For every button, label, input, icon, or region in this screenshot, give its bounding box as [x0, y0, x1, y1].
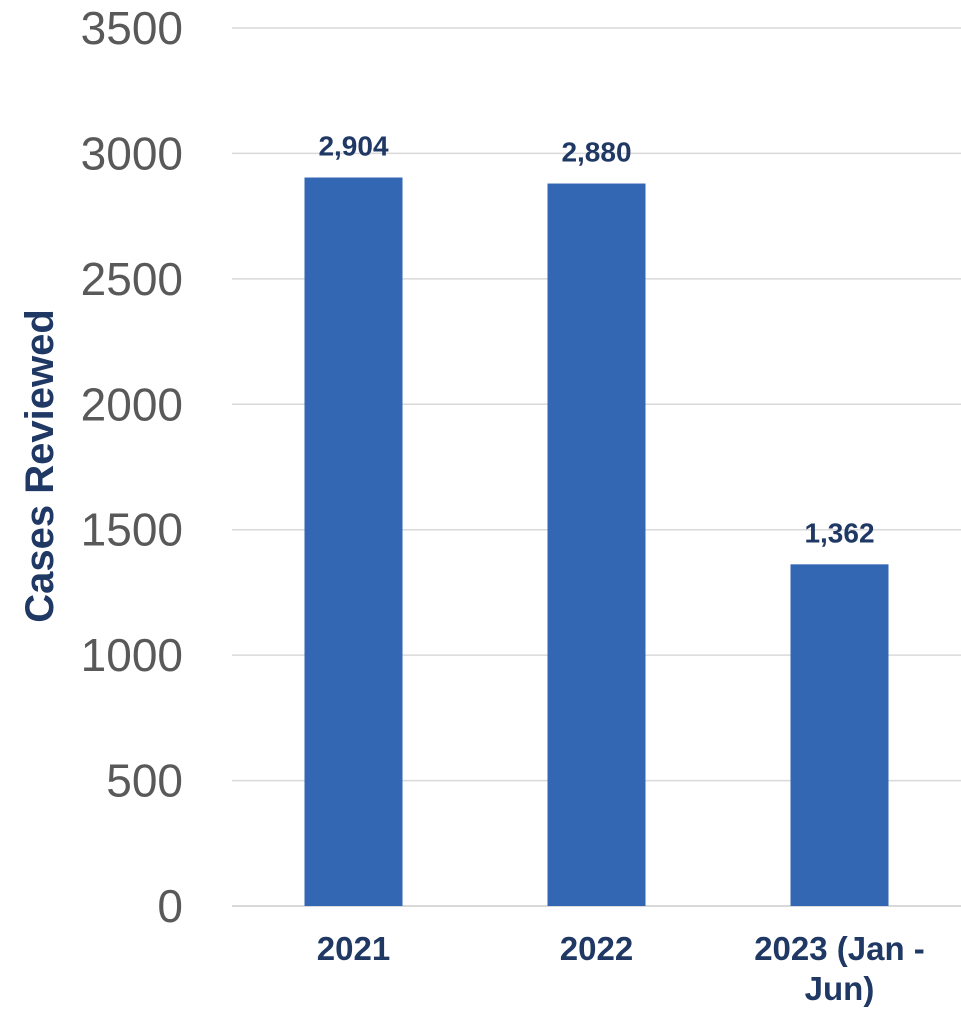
x-tick-label: 2021 — [317, 930, 390, 967]
y-tick-label: 1500 — [81, 504, 183, 556]
data-label: 2,880 — [561, 137, 631, 168]
bar-3 — [790, 564, 889, 906]
y-axis-label: Cases Reviewed — [18, 309, 62, 623]
y-tick-label: 500 — [106, 755, 183, 807]
data-labels: 2,904 2,880 1,362 — [318, 131, 874, 549]
y-tick-label: 2500 — [81, 253, 183, 305]
bars — [304, 177, 889, 906]
x-tick-label-line: 2023 (Jan - — [754, 930, 925, 967]
data-label: 2,904 — [318, 131, 388, 162]
x-tick-label-line: 2021 — [317, 930, 390, 967]
bar-1 — [304, 177, 403, 906]
y-tick-label: 1000 — [81, 629, 183, 681]
y-tick-label: 3500 — [81, 2, 183, 54]
x-axis-ticks: 2021 2022 2023 (Jan -Jun) — [317, 930, 925, 1007]
y-tick-label: 3000 — [81, 127, 183, 179]
y-tick-label: 2000 — [81, 378, 183, 430]
bar-2 — [547, 183, 646, 906]
x-tick-label: 2022 — [560, 930, 633, 967]
x-tick-label-line: Jun) — [805, 970, 875, 1007]
y-axis-ticks: 0 500 1000 1500 2000 2500 3000 3500 — [81, 2, 183, 932]
x-tick-label-line: 2022 — [560, 930, 633, 967]
y-tick-label: 0 — [157, 880, 183, 932]
data-label: 1,362 — [804, 517, 874, 548]
x-tick-label: 2023 (Jan -Jun) — [754, 930, 925, 1007]
